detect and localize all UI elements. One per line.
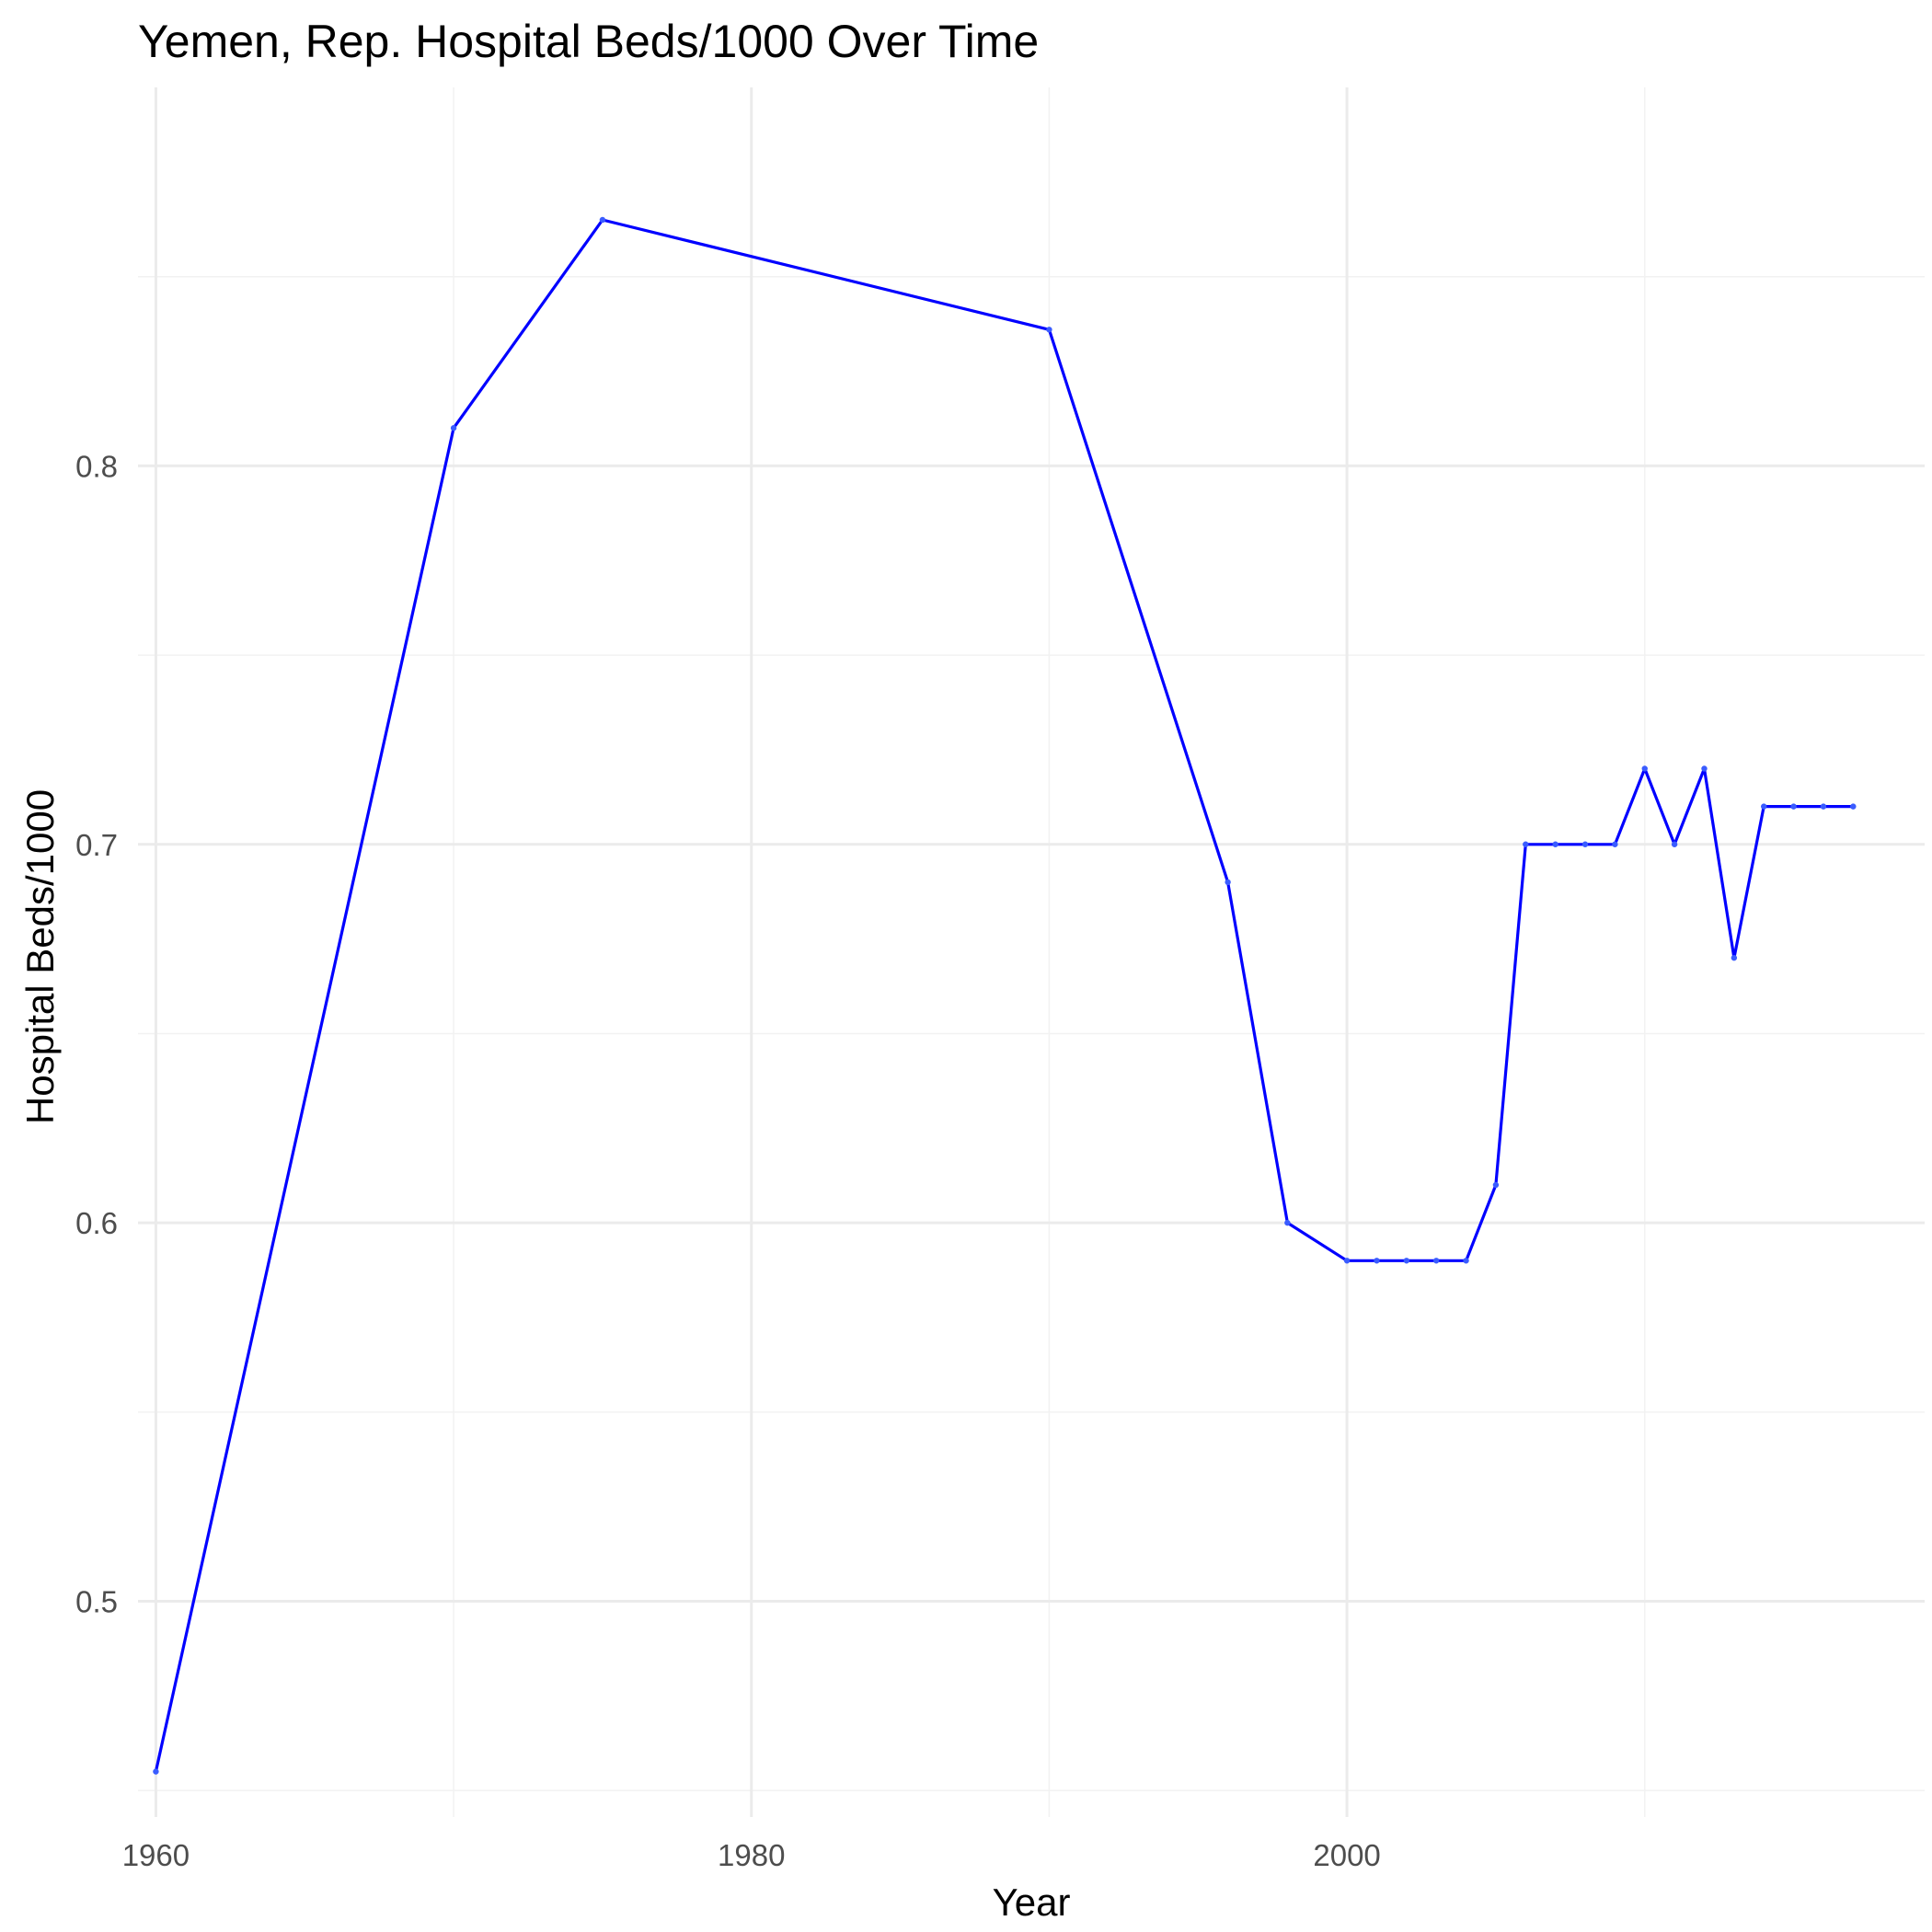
data-point (1790, 803, 1797, 810)
data-point (1523, 841, 1529, 847)
x-tick-label: 2000 (1313, 1838, 1380, 1872)
data-point (1374, 1258, 1380, 1264)
data-point (1820, 803, 1827, 810)
y-tick-label: 0.5 (75, 1585, 118, 1619)
data-point (1432, 1258, 1440, 1264)
data-point (1046, 327, 1052, 333)
data-point (1492, 1181, 1500, 1189)
data-point (1641, 765, 1648, 772)
y-tick-labels: 0.5 0.6 0.7 0.8 (75, 449, 118, 1618)
data-point (1612, 841, 1618, 847)
data-point (1731, 954, 1738, 961)
data-point (1403, 1258, 1410, 1264)
data-point (1463, 1258, 1469, 1264)
chart-title: Yemen, Rep. Hospital Beds/1000 Over Time (138, 16, 1039, 67)
x-tick-label: 1980 (718, 1838, 785, 1872)
y-tick-label: 0.8 (75, 449, 118, 483)
data-point (1552, 841, 1558, 847)
data-point (1701, 765, 1708, 772)
data-point (450, 425, 457, 431)
series-line (154, 218, 1854, 1772)
data-point (1225, 879, 1231, 886)
data-point (1581, 841, 1589, 847)
data-point (1671, 841, 1678, 847)
major-gridlines (138, 87, 1925, 1817)
x-axis-title: Year (993, 1880, 1071, 1924)
y-tick-label: 0.7 (75, 828, 118, 862)
data-point (1284, 1219, 1291, 1226)
x-tick-labels: 1960 1980 2000 (122, 1838, 1381, 1872)
y-axis-title: Hospital Beds/1000 (18, 789, 62, 1124)
data-point (599, 216, 606, 224)
data-point (1850, 803, 1857, 810)
data-point (153, 1768, 159, 1775)
data-point (1761, 803, 1767, 810)
data-point (1343, 1258, 1351, 1264)
minor-gridlines (138, 87, 1925, 1817)
x-tick-label: 1960 (122, 1838, 190, 1872)
y-tick-label: 0.6 (75, 1206, 118, 1240)
series-group (153, 216, 1857, 1775)
